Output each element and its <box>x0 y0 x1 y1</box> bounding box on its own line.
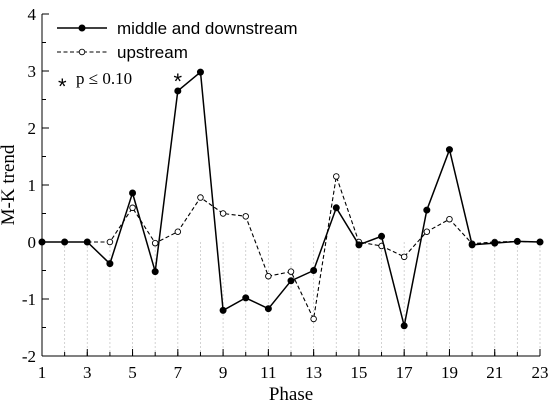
point-upstream <box>151 239 159 247</box>
y-ticks: -2 -1 0 1 2 3 4 <box>22 5 49 366</box>
significance-markers: * <box>174 69 183 94</box>
point-upstream <box>174 228 182 235</box>
y-tick-label: 0 <box>28 233 37 252</box>
point-middle-downstream <box>106 260 114 268</box>
legend-label-upstream: upstream <box>117 43 188 62</box>
x-tick-label: 7 <box>174 363 183 382</box>
x-tick-label: 11 <box>260 363 276 382</box>
x-tick-label: 19 <box>441 363 458 382</box>
point-middle-downstream <box>287 277 295 285</box>
point-middle-downstream <box>174 87 182 95</box>
legend-marker-middle-downstream <box>78 24 86 32</box>
point-upstream <box>333 173 340 180</box>
point-upstream <box>129 204 136 212</box>
legend-item-upstream: upstream <box>57 43 188 62</box>
y-tick-label: -1 <box>22 290 36 309</box>
y-tick-label: -2 <box>22 347 36 366</box>
point-upstream <box>106 238 114 246</box>
x-tick-label: 5 <box>128 363 137 382</box>
point-upstream <box>219 210 227 217</box>
point-upstream <box>400 253 408 261</box>
x-tick-label: 1 <box>38 363 47 382</box>
point-middle-downstream <box>491 239 499 247</box>
significance-note-text: p ≤ 0.10 <box>76 69 132 88</box>
significance-star-marker: * <box>174 69 183 94</box>
x-tick-label: 23 <box>532 363 549 382</box>
x-tick-label: 9 <box>219 363 228 382</box>
x-tick-label: 17 <box>396 363 414 382</box>
y-tick-label: 2 <box>28 119 37 138</box>
point-middle-downstream <box>468 241 476 249</box>
point-middle-downstream <box>513 237 521 245</box>
point-middle-downstream <box>151 268 159 276</box>
point-upstream <box>242 213 249 220</box>
x-tick-label: 13 <box>305 363 322 382</box>
legend: middle and downstream upstream * p ≤ 0.1… <box>57 19 297 99</box>
x-tick-label: 15 <box>350 363 367 382</box>
x-ticks: 1 3 5 7 9 11 13 15 17 19 21 23 <box>38 349 549 382</box>
significance-note: * p ≤ 0.10 <box>58 69 132 99</box>
point-upstream <box>287 268 295 275</box>
point-middle-downstream <box>264 305 272 313</box>
point-middle-downstream <box>355 241 363 249</box>
point-middle-downstream <box>400 322 408 330</box>
x-axis-title: Phase <box>269 384 313 405</box>
point-middle-downstream <box>219 306 227 314</box>
point-middle-downstream <box>445 146 453 154</box>
legend-label-middle-downstream: middle and downstream <box>117 19 297 38</box>
point-middle-downstream <box>129 189 137 197</box>
x-tick-label: 21 <box>486 363 503 382</box>
point-middle-downstream <box>61 238 69 246</box>
point-upstream <box>197 194 204 201</box>
point-middle-downstream <box>423 206 431 214</box>
y-tick-label: 1 <box>28 176 37 195</box>
y-tick-label: 4 <box>28 5 37 24</box>
point-middle-downstream <box>378 232 386 240</box>
point-upstream <box>310 315 317 323</box>
y-tick-label: 3 <box>28 62 37 81</box>
point-middle-downstream <box>196 68 204 76</box>
point-upstream <box>423 228 431 235</box>
phase-drop-lines <box>41 242 541 356</box>
point-upstream <box>265 272 272 280</box>
series-layer <box>38 68 544 330</box>
x-tick-label: 3 <box>83 363 92 382</box>
point-middle-downstream <box>332 204 340 212</box>
point-upstream <box>446 215 453 223</box>
y-axis-title: M-K trend <box>0 144 19 225</box>
legend-marker-upstream <box>78 48 86 56</box>
point-middle-downstream <box>536 238 544 246</box>
point-middle-downstream <box>242 294 250 302</box>
significance-star: * <box>58 74 67 99</box>
legend-item-middle-downstream: middle and downstream <box>57 19 297 38</box>
point-middle-downstream <box>83 238 91 246</box>
point-middle-downstream <box>310 267 318 274</box>
